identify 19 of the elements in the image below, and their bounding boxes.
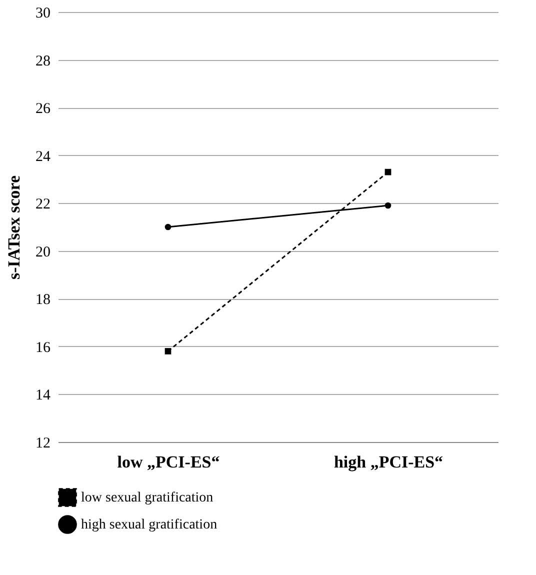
point <box>164 348 172 354</box>
y-tick-label: 22 <box>36 196 50 213</box>
y-tick-label: 12 <box>36 436 50 452</box>
point <box>384 168 392 176</box>
legend-label: high sexual gratification <box>81 518 218 532</box>
legend-label: low sexual gratification <box>81 490 214 506</box>
y-tick-label: 26 <box>36 101 51 118</box>
y-tick-label: 30 <box>36 6 50 22</box>
y-axis-title: s-IATsex score <box>4 175 24 280</box>
y-tick-label: 24 <box>36 148 51 165</box>
point <box>384 202 392 209</box>
point <box>164 224 172 230</box>
y-tick-label: 18 <box>36 292 50 308</box>
y-tick-label: 28 <box>36 53 50 70</box>
y-tick-label: 20 <box>36 244 50 260</box>
y-tick-label: 16 <box>36 340 51 356</box>
y-tick-label: 14 <box>36 388 51 404</box>
x-tick-label: high „PCI-ES“ <box>334 452 444 472</box>
x-tick-label: low „PCI-ES“ <box>117 452 220 472</box>
